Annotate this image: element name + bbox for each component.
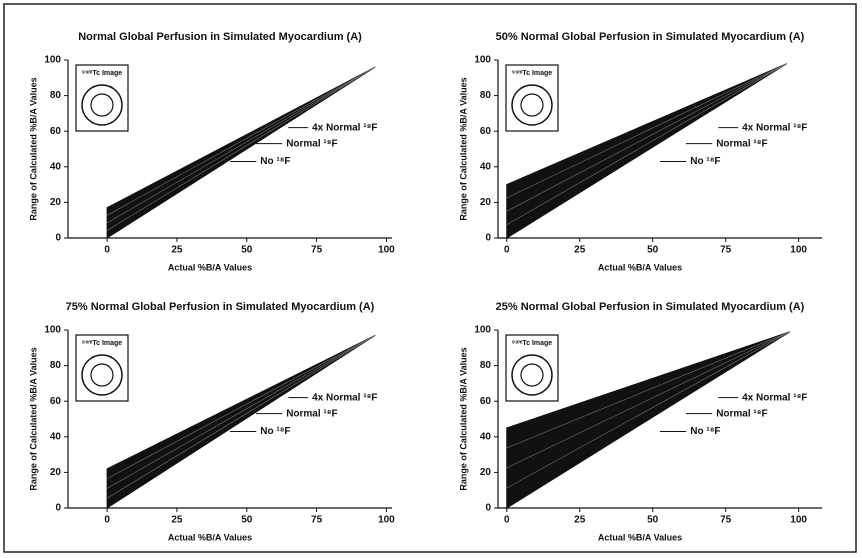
annotation: No ¹⁸F — [690, 426, 720, 437]
x-tick-label: 0 — [504, 515, 510, 526]
chart-title: 25% Normal Global Perfusion in Simulated… — [496, 301, 805, 313]
y-axis-label: Range of Calculated %B/A Values — [458, 77, 468, 220]
y-tick-label: 100 — [44, 55, 61, 66]
x-axis-label: Actual %B/A Values — [168, 262, 252, 272]
x-axis-label: Actual %B/A Values — [598, 532, 682, 542]
annotation: 4x Normal ¹⁸F — [312, 122, 377, 133]
x-axis-label: Actual %B/A Values — [598, 262, 682, 272]
annotation: No ¹⁸F — [690, 156, 720, 167]
y-axis-label: Range of Calculated %B/A Values — [458, 347, 468, 490]
band-texture — [506, 331, 791, 469]
x-tick-label: 75 — [720, 245, 732, 256]
x-tick-label: 100 — [378, 245, 395, 256]
chart-title: 75% Normal Global Perfusion in Simulated… — [66, 301, 375, 313]
y-tick-label: 60 — [50, 396, 62, 407]
inset-label: ⁹⁹ᵐTc Image — [512, 70, 553, 77]
band-texture — [106, 335, 376, 499]
band-texture — [506, 63, 788, 225]
x-tick-label: 50 — [241, 245, 253, 256]
annotation: No ¹⁸F — [260, 426, 290, 437]
x-tick-label: 50 — [647, 515, 659, 526]
band-texture — [106, 335, 376, 489]
inset-core — [90, 363, 114, 387]
x-tick-label: 75 — [720, 515, 732, 526]
x-tick-label: 25 — [171, 515, 183, 526]
x-tick-label: 25 — [574, 245, 586, 256]
y-tick-label: 100 — [474, 55, 491, 66]
chart-title: 50% Normal Global Perfusion in Simulated… — [496, 31, 805, 43]
chart-title: Normal Global Perfusion in Simulated Myo… — [78, 31, 362, 43]
x-tick-label: 75 — [311, 515, 323, 526]
y-tick-label: 40 — [50, 431, 62, 442]
band-texture — [106, 66, 376, 224]
band-texture — [106, 335, 376, 479]
y-tick-label: 0 — [485, 233, 491, 244]
x-tick-label: 0 — [504, 245, 510, 256]
y-tick-label: 20 — [50, 467, 62, 478]
x-tick-label: 0 — [104, 515, 110, 526]
x-tick-label: 50 — [647, 245, 659, 256]
y-tick-label: 60 — [480, 126, 492, 137]
y-tick-label: 40 — [480, 431, 492, 442]
annotation: Normal ¹⁸F — [286, 138, 337, 149]
y-axis-label: Range of Calculated %B/A Values — [28, 347, 38, 490]
annotation: Normal ¹⁸F — [716, 138, 767, 149]
y-tick-label: 80 — [50, 360, 62, 371]
panel: Normal Global Perfusion in Simulated Myo… — [28, 31, 395, 272]
inset-core — [520, 363, 544, 387]
x-axis-label: Actual %B/A Values — [168, 532, 252, 542]
x-tick-label: 75 — [311, 245, 323, 256]
band-texture — [106, 66, 376, 216]
inset-ring — [81, 84, 123, 126]
band-texture — [506, 331, 791, 489]
x-tick-label: 50 — [241, 515, 253, 526]
inset-label: ⁹⁹ᵐTc Image — [82, 70, 123, 77]
inset-label: ⁹⁹ᵐTc Image — [512, 340, 553, 347]
y-tick-label: 80 — [480, 360, 492, 371]
x-tick-label: 100 — [378, 515, 395, 526]
inset-ring — [511, 354, 553, 396]
x-tick-label: 25 — [171, 245, 183, 256]
x-tick-label: 25 — [574, 515, 586, 526]
annotation: Normal ¹⁸F — [286, 408, 337, 419]
y-tick-label: 80 — [50, 90, 62, 101]
y-axis-label: Range of Calculated %B/A Values — [28, 77, 38, 220]
x-tick-label: 100 — [790, 245, 807, 256]
y-tick-label: 20 — [480, 467, 492, 478]
y-tick-label: 0 — [485, 503, 491, 514]
y-tick-label: 80 — [480, 90, 492, 101]
panel: 50% Normal Global Perfusion in Simulated… — [458, 31, 822, 272]
band-texture — [106, 66, 376, 231]
inset-ring — [81, 354, 123, 396]
inset-core — [90, 93, 114, 117]
inset-label: ⁹⁹ᵐTc Image — [82, 340, 123, 347]
annotation: 4x Normal ¹⁸F — [742, 392, 807, 403]
panel: 75% Normal Global Perfusion in Simulated… — [28, 301, 395, 542]
y-tick-label: 20 — [50, 197, 62, 208]
band-texture — [506, 331, 791, 449]
y-tick-label: 40 — [480, 161, 492, 172]
panel: 25% Normal Global Perfusion in Simulated… — [458, 301, 822, 542]
x-tick-label: 0 — [104, 245, 110, 256]
y-tick-label: 60 — [480, 396, 492, 407]
inset-core — [520, 93, 544, 117]
inset-ring — [511, 84, 553, 126]
y-tick-label: 0 — [55, 503, 61, 514]
band-texture — [506, 63, 788, 212]
annotation: 4x Normal ¹⁸F — [312, 392, 377, 403]
y-tick-label: 0 — [55, 233, 61, 244]
annotation: No ¹⁸F — [260, 156, 290, 167]
y-tick-label: 40 — [50, 161, 62, 172]
y-tick-label: 100 — [474, 325, 491, 336]
y-tick-label: 20 — [480, 197, 492, 208]
band-texture — [506, 63, 788, 199]
annotation: 4x Normal ¹⁸F — [742, 122, 807, 133]
annotation: Normal ¹⁸F — [716, 408, 767, 419]
y-tick-label: 100 — [44, 325, 61, 336]
y-tick-label: 60 — [50, 126, 62, 137]
x-tick-label: 100 — [790, 515, 807, 526]
